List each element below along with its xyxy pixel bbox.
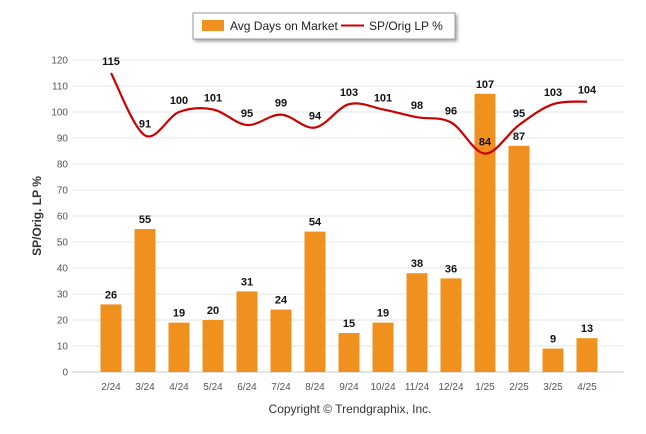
y-tick-label: 60 — [57, 212, 69, 223]
bar-data-label: 9 — [550, 334, 556, 346]
bar — [270, 309, 292, 372]
line-data-label: 98 — [411, 100, 423, 112]
y-tick-label: 100 — [51, 108, 68, 119]
x-tick-label: 2/24 — [101, 382, 121, 393]
line-data-label: 95 — [513, 108, 525, 120]
x-tick-label: 1/25 — [475, 382, 495, 393]
y-axis-label: SP/Orig. LP % — [30, 176, 44, 256]
legend-label-sp-orig: SP/Orig LP % — [369, 19, 443, 33]
line-data-label: 103 — [340, 87, 358, 99]
bar-data-label: 24 — [275, 295, 288, 307]
bar — [304, 231, 326, 372]
bar-data-label: 15 — [343, 318, 355, 330]
bar-data-label: 20 — [207, 305, 219, 317]
bar — [542, 348, 564, 372]
line-data-label: 94 — [309, 111, 322, 123]
line-data-label: 99 — [275, 98, 287, 110]
line-data-label: 100 — [170, 95, 188, 107]
x-tick-label: 3/25 — [543, 382, 563, 393]
y-tick-label: 0 — [62, 368, 68, 379]
bar-data-label: 87 — [513, 131, 525, 143]
bar — [100, 304, 122, 372]
x-tick-label: 4/25 — [577, 382, 597, 393]
line-data-labels: 115 91 100 101 95 99 94 103 101 98 96 84 95 103 104 — [102, 56, 597, 149]
bar — [134, 229, 156, 372]
line-series-sp-orig — [110, 72, 588, 155]
x-tick-label: 10/24 — [370, 382, 395, 393]
bar-data-label: 38 — [411, 258, 423, 270]
x-axis-ticks: 2/24 3/24 4/24 5/24 6/24 7/24 8/24 9/24 10/24 11/… — [101, 382, 597, 393]
bar-data-label: 55 — [139, 214, 151, 226]
y-tick-label: 110 — [52, 82, 68, 93]
bar-data-labels: 26 55 19 20 31 24 54 15 19 38 36 107 87 9 13 — [105, 79, 593, 346]
bar-data-label: 26 — [105, 289, 117, 301]
y-tick-label: 10 — [57, 342, 69, 353]
y-axis-ticks: 0 10 20 30 40 50 60 70 80 90 100 110 120 — [51, 56, 68, 379]
x-tick-label: 11/24 — [405, 382, 430, 393]
bar — [338, 333, 360, 372]
y-tick-label: 40 — [57, 264, 69, 275]
line-data-label: 91 — [139, 118, 151, 130]
x-tick-label: 6/24 — [237, 382, 257, 393]
bar — [440, 278, 462, 372]
legend-swatch-avg-days — [202, 20, 224, 31]
line-data-label: 95 — [241, 108, 253, 120]
bar — [474, 93, 496, 373]
x-tick-label: 12/24 — [438, 382, 463, 393]
bar — [576, 338, 598, 372]
bar-data-label: 13 — [581, 323, 593, 335]
legend-label-avg-days: Avg Days on Market — [230, 19, 338, 33]
bar — [508, 145, 530, 372]
line-data-label: 103 — [544, 87, 562, 99]
y-tick-label: 20 — [57, 316, 69, 327]
y-tick-label: 120 — [51, 56, 68, 67]
bar — [372, 322, 394, 372]
y-tick-label: 30 — [57, 290, 69, 301]
bar — [236, 291, 258, 372]
x-tick-label: 9/24 — [339, 382, 359, 393]
y-tick-label: 50 — [57, 238, 69, 249]
bar-data-label: 19 — [377, 308, 389, 320]
legend: Avg Days on Market SP/Orig LP % — [192, 12, 456, 40]
bar-data-label: 19 — [173, 308, 185, 320]
x-tick-label: 8/24 — [305, 382, 325, 393]
x-tick-label: 2/25 — [509, 382, 529, 393]
x-tick-label: 4/24 — [169, 382, 189, 393]
gridlines — [72, 59, 624, 347]
y-tick-label: 80 — [57, 160, 69, 171]
bar — [406, 273, 428, 372]
bar-series — [100, 93, 598, 373]
x-tick-label: 5/24 — [203, 382, 223, 393]
bar-data-label: 54 — [309, 217, 322, 229]
bar-data-label: 36 — [445, 263, 457, 275]
line-data-label: 101 — [374, 92, 392, 104]
bar-data-label: 107 — [476, 79, 494, 91]
line-data-label: 84 — [479, 137, 492, 149]
line-data-label: 101 — [204, 92, 222, 104]
bar — [202, 320, 224, 372]
y-tick-label: 90 — [57, 134, 69, 145]
line-data-label: 96 — [445, 105, 457, 117]
y-tick-label: 70 — [57, 186, 69, 197]
bar-data-label: 31 — [241, 276, 253, 288]
x-tick-label: 7/24 — [271, 382, 291, 393]
x-tick-label: 3/24 — [135, 382, 155, 393]
line-data-label: 115 — [102, 56, 120, 68]
copyright-text: Copyright © Trendgraphix, Inc. — [269, 402, 432, 416]
bar — [168, 322, 190, 372]
line-data-label: 104 — [578, 85, 597, 97]
